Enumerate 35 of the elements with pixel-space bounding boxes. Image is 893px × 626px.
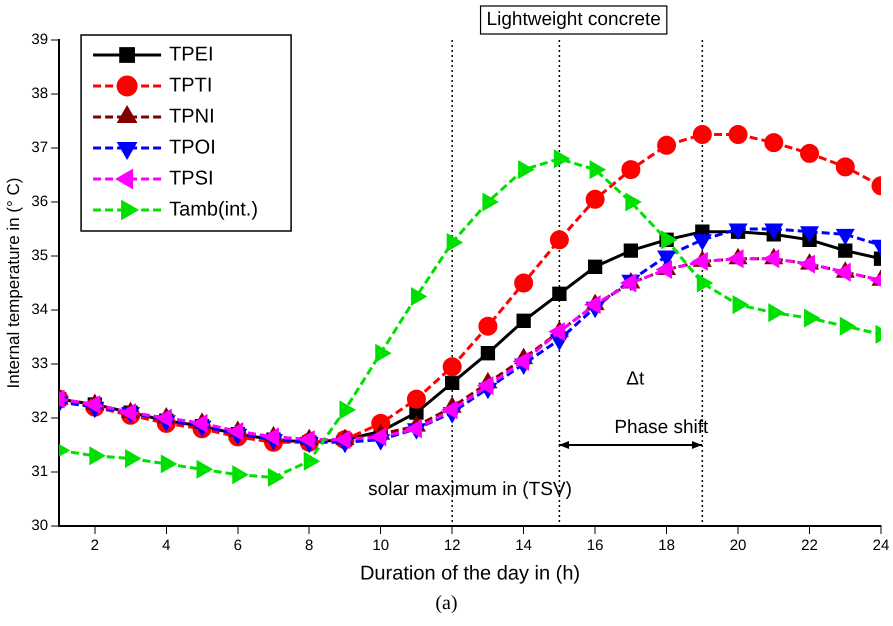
annotation: Phase shift: [614, 417, 710, 438]
legend-label: Tamb(int.): [169, 198, 258, 221]
x-tick-label: 18: [658, 537, 675, 554]
y-tick-label: 39: [31, 31, 48, 48]
y-axis-title: Internal temperature in (° C): [4, 178, 23, 388]
x-tick-label: 4: [162, 537, 170, 554]
legend-label: TPSI: [169, 168, 214, 190]
x-tick-label: 10: [372, 537, 390, 554]
y-tick-label: 30: [31, 517, 48, 534]
x-tick-label: 14: [515, 537, 532, 554]
y-tick-label: 32: [31, 409, 48, 426]
x-tick-label: 2: [90, 537, 99, 554]
x-tick-label: 6: [234, 537, 242, 554]
annotation: Δt: [626, 368, 645, 390]
text: (a): [434, 592, 459, 615]
y-tick-label: 33: [31, 355, 48, 372]
y-tick-label: 36: [31, 193, 48, 210]
x-tick-label: 8: [305, 537, 314, 554]
x-tick-label: 24: [872, 537, 890, 554]
legend-label: TPTI: [169, 74, 212, 97]
legend-label: TPNI: [169, 106, 215, 128]
y-tick-label: 34: [31, 301, 48, 318]
y-tick-label: 37: [31, 139, 48, 156]
legend-label: TPOI: [169, 136, 216, 159]
legend-label: TPEI: [169, 44, 214, 66]
y-tick-label: 35: [31, 247, 48, 264]
x-tick-label: 22: [801, 537, 818, 554]
y-tick-label: 31: [31, 463, 48, 480]
x-axis-title: Duration of the day in (h): [360, 562, 580, 585]
chart-title: Lightweight concrete: [486, 9, 661, 30]
x-tick-label: 12: [444, 537, 461, 554]
x-tick-label: 20: [730, 537, 746, 554]
x-tick-label: 16: [586, 537, 604, 554]
y-tick-label: 38: [31, 85, 48, 102]
annotation: solar maximum in (TSV): [368, 478, 572, 500]
